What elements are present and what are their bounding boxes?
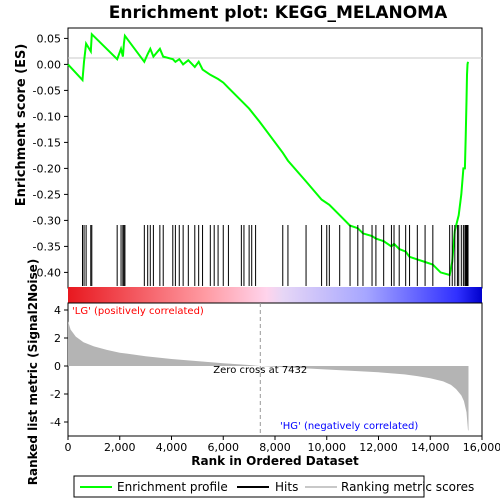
x-axis: 0 2,000 4,000 6,000 8,000 10,000 12,000 14,000 1… [65,436,500,454]
metric-y-ticks: 4 2 0 -2 -4 [50,304,68,429]
x-tick-label: 2,000 [104,441,136,454]
x-axis-label: Rank in Ordered Dataset [191,454,359,468]
es-y-tick-label: -0.20 [33,162,61,175]
es-y-ticks: 0.05 0.00 -0.05 -0.10 -0.15 -0.20 -0.25 -0.30 -0… [33,32,68,279]
neg-correlated-label: 'HG' (negatively correlated) [280,421,418,432]
x-tick-label: 0 [65,441,72,454]
metric-y-tick-label: 4 [54,304,61,317]
es-y-label: Enrichment score (ES) [14,44,29,207]
es-y-tick-label: -0.25 [33,188,61,201]
metric-y-tick-label: 0 [54,360,61,373]
es-y-tick-label: -0.15 [33,136,61,149]
es-y-tick-label: -0.10 [33,110,61,123]
es-profile-line [67,31,469,277]
es-panel-frame [67,27,483,289]
es-y-tick-label: -0.40 [33,266,61,279]
metric-y-tick-label: 2 [54,332,61,345]
rank-color-bar [68,287,482,303]
es-panel: 0.05 0.00 -0.05 -0.10 -0.15 -0.20 -0.25 -0.30 -0… [14,27,483,303]
legend: Enrichment profile Hits Ranking metric s… [73,475,474,498]
x-tick-label: 12,000 [359,441,398,454]
legend-label-ranking: Ranking metric scores [341,480,474,494]
metric-y-label: Ranked list metric (Signal2Noise) [26,259,40,486]
legend-label-hits: Hits [275,480,298,494]
metric-y-tick-label: -2 [50,388,61,401]
x-tick-label: 6,000 [208,441,240,454]
x-tick-label: 16,000 [463,441,500,454]
x-tick-label: 4,000 [156,441,188,454]
es-y-tick-label: -0.30 [33,214,61,227]
es-y-tick-label: 0.00 [37,58,62,71]
es-y-tick-label: 0.05 [37,32,62,45]
chart-title: Enrichment plot: KEGG_MELANOMA [109,3,448,23]
es-y-tick-label: -0.35 [33,240,61,253]
zero-cross-label: Zero cross at 7432 [213,365,307,376]
hits-marks [81,225,469,286]
x-tick-label: 14,000 [411,441,450,454]
legend-label-enrichment: Enrichment profile [117,480,228,494]
metric-panel: 4 2 0 -2 -4 'LG' (positively correlated) 'HG… [26,259,483,486]
x-tick-label: 10,000 [308,441,347,454]
x-tick-label: 8,000 [259,441,291,454]
es-y-tick-label: -0.05 [33,84,61,97]
metric-y-tick-label: -4 [50,416,61,429]
pos-correlated-label: 'LG' (positively correlated) [72,306,204,317]
